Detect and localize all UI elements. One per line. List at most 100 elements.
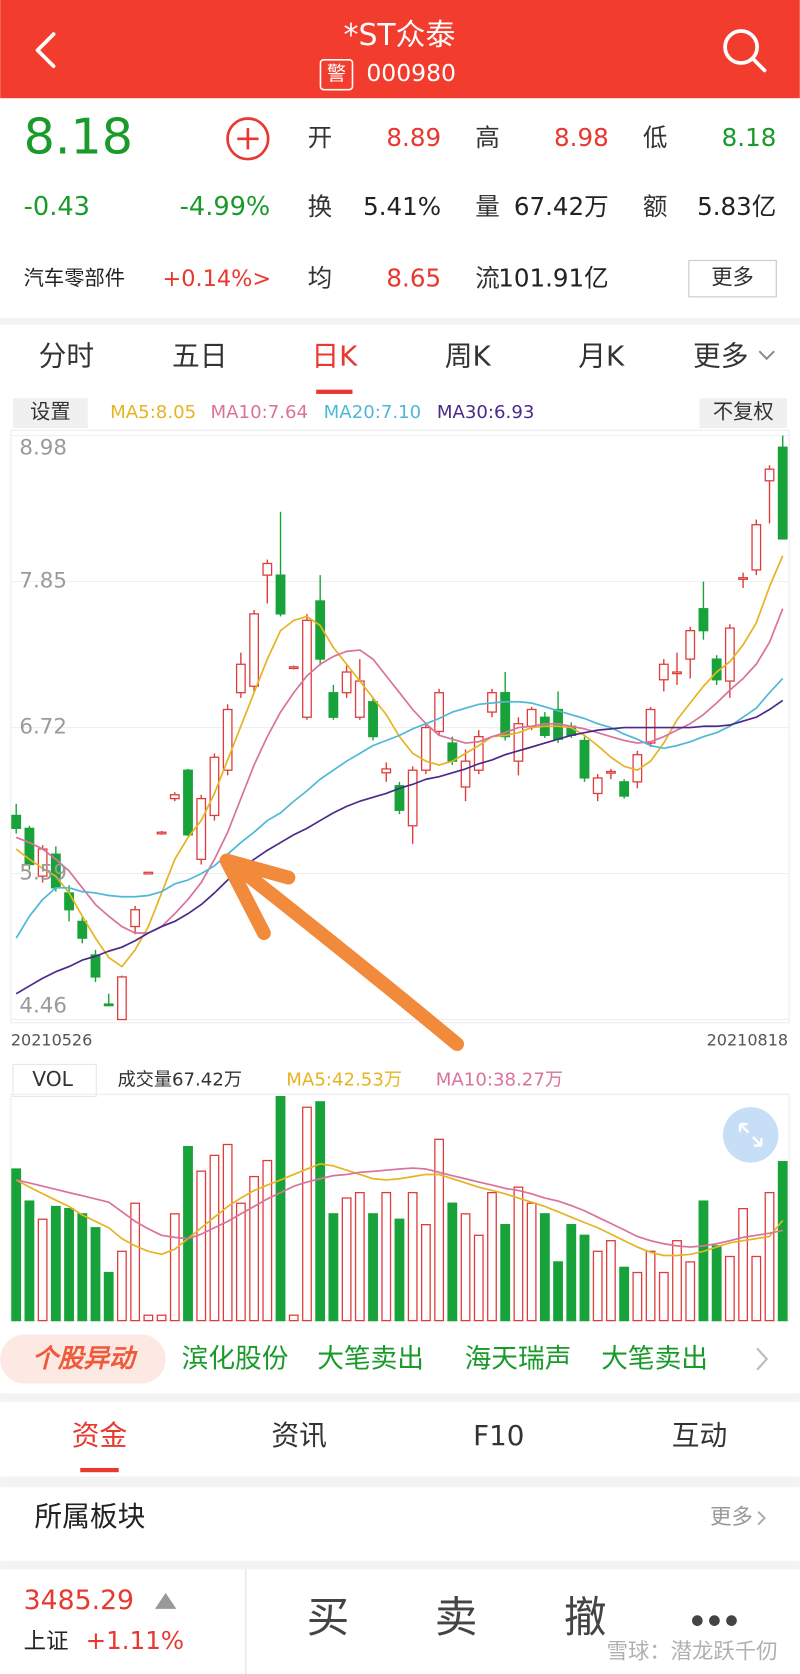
ma-line — [15, 608, 784, 934]
field-value: 5.83亿 — [697, 192, 776, 221]
volume-bar — [262, 1159, 273, 1322]
expand-button[interactable] — [722, 1107, 779, 1163]
volume-bar — [460, 1213, 471, 1322]
candle-body — [315, 600, 326, 660]
volume-bar — [592, 1250, 603, 1322]
more-link[interactable]: 更多 — [710, 1505, 753, 1530]
plus-circle — [226, 117, 270, 161]
vol-ma-line — [16, 1167, 783, 1248]
index-value: 3485.29 — [24, 1585, 134, 1616]
add-watch[interactable] — [226, 117, 270, 161]
volume-bar — [685, 1261, 696, 1322]
candle-body — [196, 797, 207, 860]
volume-bar — [50, 1205, 61, 1322]
candle-body — [645, 708, 656, 744]
volume-bar — [579, 1234, 590, 1322]
search-icon — [723, 29, 759, 65]
vol-button[interactable] — [12, 1063, 97, 1097]
tab[interactable]: 五日 — [172, 340, 228, 373]
candle-body — [11, 814, 22, 829]
action-button[interactable]: 卖 — [435, 1593, 478, 1643]
tab[interactable]: 资金 — [72, 1419, 128, 1452]
candle-body — [420, 726, 431, 771]
header-bar — [0, 0, 800, 99]
candle-body — [183, 769, 193, 836]
more-button[interactable] — [688, 259, 777, 298]
separator — [0, 318, 800, 325]
legend-item: MA30:6.93 — [437, 402, 535, 423]
volume-bar — [302, 1106, 312, 1322]
field-label: 开 — [308, 123, 333, 152]
volume-bar — [24, 1200, 35, 1322]
volume-bar — [645, 1250, 656, 1322]
candle-body — [751, 524, 762, 571]
index-triangle — [154, 1592, 177, 1609]
adjust-button[interactable] — [699, 398, 788, 429]
ticker-chevron[interactable] — [756, 1347, 769, 1371]
tab[interactable]: 互动 — [672, 1419, 728, 1452]
volume-bar — [777, 1161, 788, 1322]
candle-body — [672, 671, 682, 675]
more-chevron — [757, 1511, 766, 1526]
ticker-badge: 个股异动 — [32, 1344, 138, 1374]
legend-item: MA5:8.05 — [110, 402, 196, 423]
candle-body — [169, 794, 180, 800]
arrow-shaft — [230, 859, 465, 1052]
candle-body — [777, 446, 788, 540]
more-actions[interactable] — [691, 1615, 737, 1626]
adjust-label[interactable]: 不复权 — [713, 400, 774, 424]
candle-body — [302, 619, 312, 718]
vol-label[interactable]: VOL — [32, 1067, 73, 1091]
volume-bar — [566, 1224, 577, 1322]
settings-label[interactable]: 设置 — [30, 400, 71, 424]
search-button[interactable] — [723, 29, 767, 73]
candle-body — [513, 723, 524, 762]
candle-body — [698, 608, 709, 632]
candle-body — [381, 768, 392, 774]
ticker-item[interactable]: 海天瑞声 — [465, 1344, 572, 1375]
index-name: 上证 — [24, 1628, 69, 1654]
candle-body — [143, 871, 154, 875]
volume-bar — [37, 1218, 48, 1322]
settings-button[interactable] — [12, 398, 88, 429]
tab[interactable]: 日K — [311, 340, 358, 373]
action-button[interactable]: 撤 — [564, 1593, 607, 1643]
tab[interactable]: 更多 — [693, 340, 749, 373]
tab[interactable]: 月K — [578, 340, 625, 373]
change: -0.43 — [24, 192, 90, 222]
ticker-item[interactable]: 大笔卖出 — [317, 1344, 424, 1375]
candle-body — [738, 577, 748, 580]
volume-bar — [64, 1207, 74, 1322]
tab[interactable]: 资讯 — [271, 1419, 327, 1452]
volume-bar — [368, 1213, 378, 1322]
action-button[interactable]: 买 — [307, 1593, 350, 1643]
tab[interactable]: F10 — [473, 1419, 524, 1452]
candle-body — [249, 613, 259, 687]
back-button[interactable] — [35, 32, 56, 69]
tab[interactable]: 周K — [445, 340, 492, 373]
volume-bar — [222, 1143, 233, 1322]
vol-legend: MA10:38.27万 — [436, 1069, 563, 1090]
volume-bar — [275, 1096, 286, 1322]
volume-bar — [632, 1271, 643, 1322]
volume-bar — [619, 1266, 630, 1322]
field-value: 8.65 — [386, 264, 441, 293]
candle-body — [500, 692, 511, 738]
legend-item: MA20:7.10 — [324, 402, 422, 423]
ticker-item[interactable]: 滨化股份 — [182, 1344, 289, 1375]
volume-bar — [407, 1191, 418, 1322]
volume-bar — [751, 1255, 762, 1322]
vol-summary: 成交量67.42万 — [118, 1069, 242, 1090]
field-label: 换 — [308, 192, 333, 221]
candle-body — [235, 663, 246, 694]
ticker-item[interactable]: 大笔卖出 — [601, 1344, 708, 1375]
volume-bar — [553, 1261, 563, 1322]
candle-body — [275, 574, 286, 615]
volume-bar — [249, 1175, 259, 1322]
expand-icon — [738, 1123, 763, 1147]
separator — [0, 1393, 800, 1402]
badge-box — [319, 58, 354, 91]
tab[interactable]: 分时 — [39, 340, 95, 373]
vol-ma-line — [15, 1162, 784, 1257]
